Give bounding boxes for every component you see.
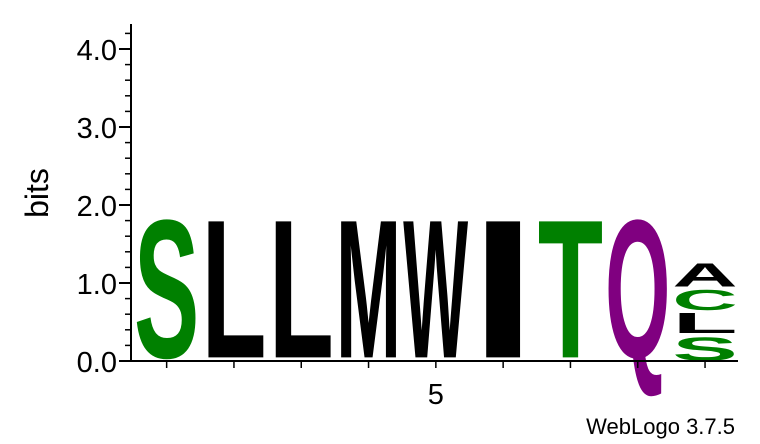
y-tick-label: 2.0 (77, 191, 117, 223)
y-tick-label: 0.0 (77, 347, 117, 379)
logo-glyph-a: A (672, 257, 737, 294)
y-tick-label: 1.0 (77, 269, 117, 301)
y-tick-label: 4.0 (77, 35, 117, 67)
credit-label: WebLogo 3.7.5 (586, 414, 735, 439)
y-axis-label: bits (19, 168, 55, 218)
y-tick-label: 3.0 (77, 113, 117, 145)
x-tick-label: 5 (428, 379, 444, 411)
